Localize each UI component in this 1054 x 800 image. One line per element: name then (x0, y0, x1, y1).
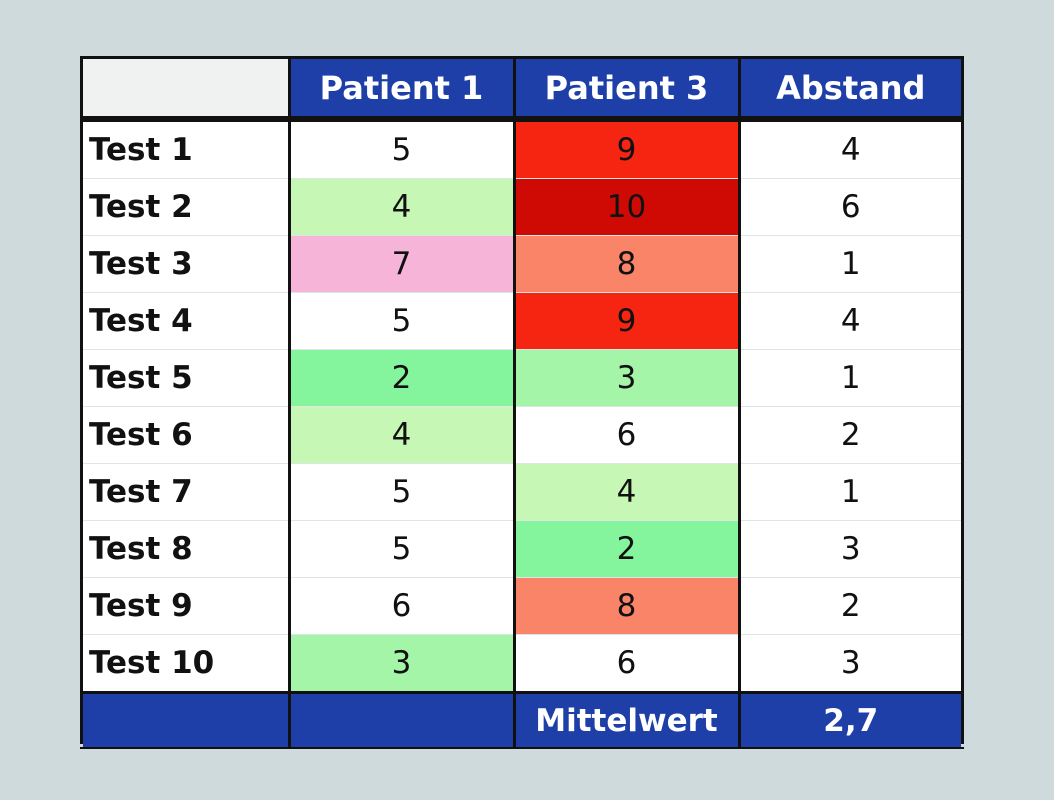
patient-1-cell: 4 (287, 178, 514, 236)
abstand-cell: 6 (737, 178, 961, 236)
abstand-cell: 4 (737, 292, 961, 350)
footer-row: Mittelwert 2,7 (83, 692, 961, 747)
patient-1-cell: 2 (287, 349, 514, 407)
row-label: Test 9 (83, 577, 289, 635)
footer-value: 2,7 (737, 692, 961, 747)
patient-3-cell: 4 (512, 463, 739, 521)
abstand-cell: 1 (737, 235, 961, 293)
header-corner-cell (83, 59, 289, 119)
patient-3-cell: 6 (512, 634, 739, 693)
patient-1-cell: 6 (287, 577, 514, 635)
row-label: Test 1 (83, 119, 289, 179)
patient-1-cell: 4 (287, 406, 514, 464)
row-label: Test 5 (83, 349, 289, 407)
patient-1-cell: 5 (287, 463, 514, 521)
row-label: Test 7 (83, 463, 289, 521)
patient-3-cell: 9 (512, 292, 739, 350)
table-row: Test 10 3 6 3 (83, 634, 961, 693)
abstand-cell: 3 (737, 634, 961, 693)
patient-1-cell: 5 (287, 292, 514, 350)
abstand-cell: 2 (737, 406, 961, 464)
footer-empty-cell (83, 692, 289, 747)
footer-label: Mittelwert (512, 692, 739, 747)
patient-3-cell: 2 (512, 520, 739, 578)
row-label: Test 2 (83, 178, 289, 236)
row-label: Test 10 (83, 634, 289, 693)
row-label: Test 3 (83, 235, 289, 293)
patient-3-cell: 6 (512, 406, 739, 464)
patient-1-cell: 3 (287, 634, 514, 693)
patient-3-cell: 3 (512, 349, 739, 407)
row-label: Test 4 (83, 292, 289, 350)
heatmap-table: Patient 1 Patient 3 Abstand Test 1 5 9 4 Tes… (83, 59, 961, 747)
table-row: Test 2 4 10 6 (83, 178, 961, 236)
patient-3-cell: 8 (512, 235, 739, 293)
patient-1-cell: 5 (287, 119, 514, 179)
row-label: Test 6 (83, 406, 289, 464)
row-label: Test 8 (83, 520, 289, 578)
patient-1-cell: 5 (287, 520, 514, 578)
column-header-patient-3: Patient 3 (512, 59, 739, 119)
patient-1-cell: 7 (287, 235, 514, 293)
abstand-cell: 2 (737, 577, 961, 635)
abstand-cell: 4 (737, 119, 961, 179)
patient-3-cell: 9 (512, 119, 739, 179)
patient-3-cell: 10 (512, 178, 739, 236)
column-header-patient-1: Patient 1 (287, 59, 514, 119)
header-row: Patient 1 Patient 3 Abstand (83, 59, 961, 119)
patient-3-cell: 8 (512, 577, 739, 635)
heatmap-table-frame: Patient 1 Patient 3 Abstand Test 1 5 9 4 Tes… (80, 56, 964, 749)
column-header-abstand: Abstand (737, 59, 961, 119)
abstand-cell: 3 (737, 520, 961, 578)
abstand-cell: 1 (737, 349, 961, 407)
abstand-cell: 1 (737, 463, 961, 521)
footer-empty-cell-2 (287, 692, 514, 747)
table-body: Test 1 5 9 4 Test 2 4 10 6 Test 3 7 8 1 Test 4 5 9 4 Tes… (83, 119, 961, 693)
